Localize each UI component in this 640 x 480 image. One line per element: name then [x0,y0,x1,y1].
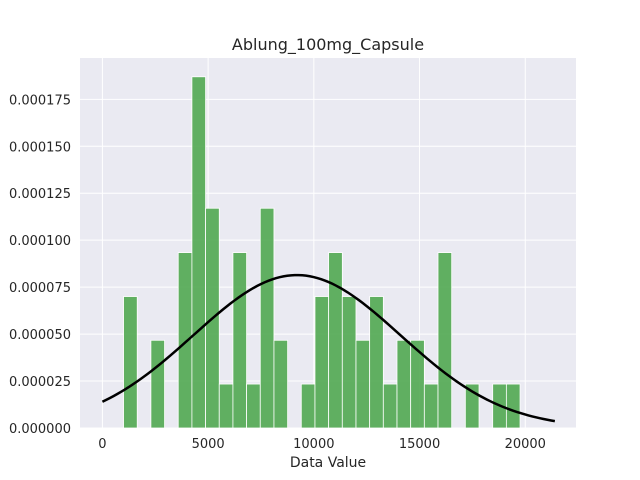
histogram-bar [123,296,138,429]
y-tick-label: 0.000175 [9,93,71,108]
histogram-bar [218,383,234,429]
y-tick-label: 0.000125 [9,187,71,202]
histogram-bar [437,252,453,429]
y-tick-label: 0.000100 [9,234,71,249]
histogram-bar [328,252,343,429]
y-tick-label: 0.000075 [9,281,71,296]
histogram-bar [369,296,384,429]
histogram-bar [341,296,357,429]
x-tick-label: 15000 [399,437,440,452]
x-tick-labels: 0 5000 10000 15000 20000 [98,437,546,452]
y-tick-label: 0.000025 [9,375,71,390]
y-tick-label: 0.000050 [9,328,71,343]
x-tick-label: 20000 [505,437,546,452]
histogram-bar [300,383,316,429]
histogram-bar [177,252,193,429]
histogram-bar [191,76,206,429]
y-tick-label: 0.000150 [9,140,71,155]
x-axis-label: Data Value [290,455,366,471]
histogram-bars [123,76,521,429]
density-curve [101,273,556,423]
chart-title: Ablung_100mg_Capsule [232,35,424,55]
x-tick-label: 5000 [192,437,225,452]
histogram-bar [150,339,165,429]
histogram-bar [464,383,480,429]
histogram-bar [382,383,398,429]
y-tick-label: 0.000000 [9,422,71,437]
histogram-bar [273,339,289,429]
histogram-bar [246,383,261,429]
histogram-bar [505,383,521,429]
histogram-bar [423,383,439,429]
histogram-bar [259,207,275,429]
histogram-bar [396,339,412,429]
histogram-bar [232,252,248,429]
y-tick-labels: 0.000000 0.000025 0.000050 0.000075 0.000100… [9,93,71,437]
x-tick-label: 10000 [293,437,334,452]
x-tick-label: 0 [98,437,106,452]
histogram-bar [355,339,371,429]
histogram-bar [314,296,330,429]
